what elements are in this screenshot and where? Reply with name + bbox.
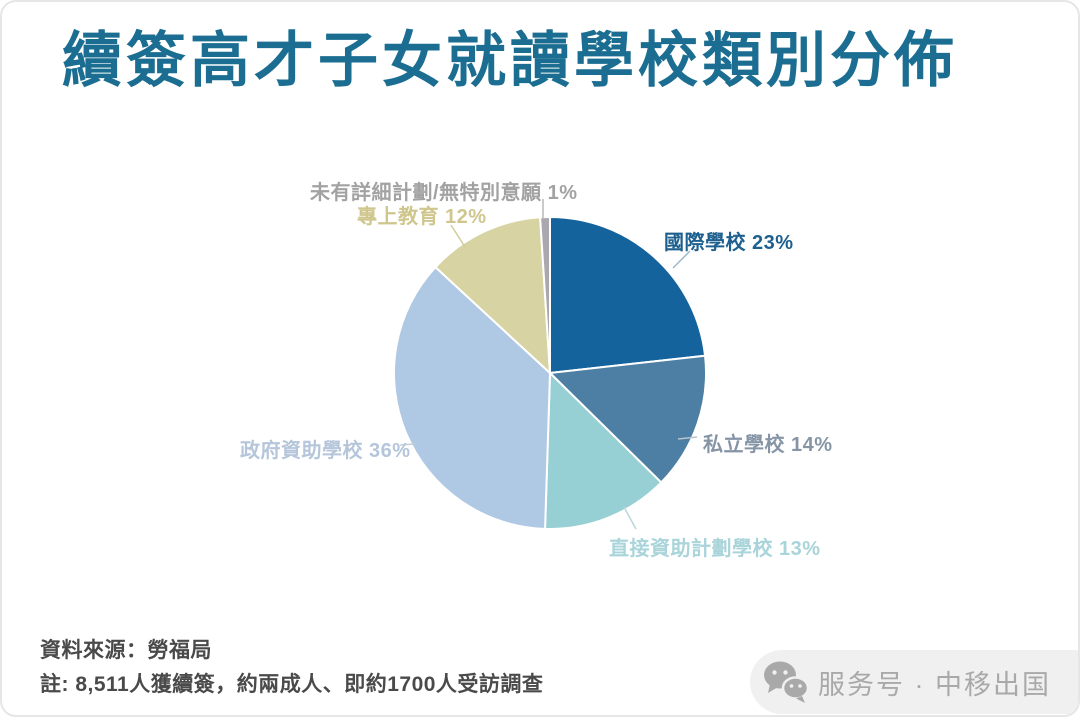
slice-label-postsecondary: 專上教育 12% [357, 206, 487, 228]
pie-slice-3 [393, 266, 551, 530]
pie-slice-4 [434, 216, 551, 374]
page-title: 續簽高才子女就讀學校類別分佈 [62, 27, 958, 94]
slice-label-international: 國際學校 23% [664, 232, 794, 254]
note-text: 註: 8,511人獲續簽，約兩成人、即約1700人受訪調查 [40, 673, 544, 696]
source-text: 資料來源：勞福局 [40, 639, 212, 662]
pie-chart [393, 215, 707, 530]
slice-label-dss: 直接資助計劃學校 13% [609, 538, 821, 560]
pie-slice-1 [549, 354, 707, 484]
slice-label-private: 私立學校 14% [703, 434, 833, 456]
pie-slice-5 [539, 215, 551, 374]
pie-slice-0 [549, 216, 707, 374]
wechat-icon [764, 661, 810, 703]
slice-label-noplan: 未有詳細計劃/無特別意願 1% [310, 182, 578, 204]
slice-label-aided: 政府資助學校 36% [240, 440, 411, 462]
pie-slice-2 [544, 372, 663, 530]
watermark-badge: 服务号 · 中移出国 [750, 650, 1078, 714]
watermark-text: 服务号 · 中移出国 [818, 669, 1051, 700]
